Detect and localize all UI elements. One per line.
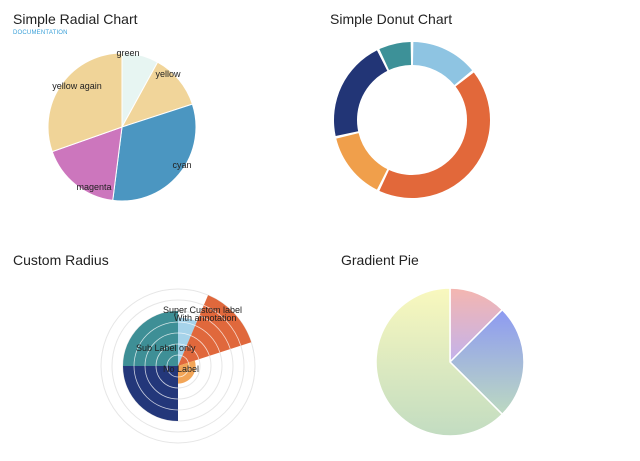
slice-ring-overlay [144, 365, 179, 400]
slice-ring-overlay [133, 365, 179, 411]
gradient-pie-slice[interactable] [449, 287, 504, 364]
slice-ring-overlay [177, 354, 183, 357]
radial-slice-magenta[interactable] [51, 126, 123, 201]
slice-ring-overlay [166, 365, 179, 378]
slice-ring-overlay [177, 343, 187, 347]
radial-chart: green yellow cyan magenta yellow again [47, 48, 197, 202]
slice-ring-overlay [203, 304, 242, 346]
donut-slice[interactable] [412, 42, 473, 85]
radial-slice-label: yellow [155, 69, 181, 79]
slice-ring-overlay [195, 325, 221, 353]
slice-ring-overlay [133, 321, 179, 367]
radial-slice-label: green [116, 48, 139, 58]
custom-radius-slice[interactable] [178, 295, 252, 366]
slice-ring-overlay [166, 354, 179, 367]
radial-slice-label: magenta [76, 182, 111, 192]
radial-slice-label: yellow again [52, 81, 102, 91]
slice-ring-overlay [144, 332, 179, 367]
radial-slice-label: cyan [172, 160, 191, 170]
custom-radius-label: No Label [163, 364, 199, 374]
slice-ring-overlay [155, 365, 179, 389]
slice-ring-overlay [199, 315, 231, 350]
radius-gridline [100, 288, 256, 444]
gradient-pie-chart [375, 287, 525, 437]
donut-slice[interactable] [379, 72, 491, 199]
gradient-pie-title: Gradient Pie [341, 252, 419, 268]
radius-gridline [111, 299, 245, 433]
radial-chart-title: Simple Radial Chart [13, 11, 138, 27]
gradient-pie-slice[interactable] [375, 287, 504, 437]
slice-ring-overlay [155, 343, 179, 367]
slice-ring-overlay [177, 362, 190, 378]
custom-radius-slice[interactable] [178, 317, 197, 366]
slice-ring-overlay [190, 335, 210, 356]
custom-radius-label: Super Custom label [163, 305, 242, 315]
donut-chart [333, 42, 491, 199]
donut-chart-title: Simple Donut Chart [330, 11, 453, 27]
documentation-link[interactable]: DOCUMENTATION [13, 30, 68, 36]
slice-ring-overlay [186, 345, 200, 360]
custom-radius-label: Sub Label only [136, 343, 196, 353]
radial-slice-yellow-again[interactable] [47, 52, 123, 153]
donut-slice[interactable] [336, 133, 388, 190]
gradient-pie-slice[interactable] [448, 308, 525, 416]
custom-radius-slice[interactable] [123, 366, 178, 421]
donut-slice[interactable] [379, 42, 412, 71]
slice-ring-overlay [177, 332, 192, 336]
donut-slice[interactable] [333, 50, 388, 137]
custom-radius-title: Custom Radius [13, 252, 109, 268]
radial-slice-cyan[interactable] [112, 103, 197, 202]
custom-radius-slice[interactable] [123, 311, 178, 366]
slice-ring-overlay [177, 321, 196, 326]
slice-ring-overlay [182, 355, 189, 363]
custom-radius-label: With annotation [174, 313, 237, 323]
